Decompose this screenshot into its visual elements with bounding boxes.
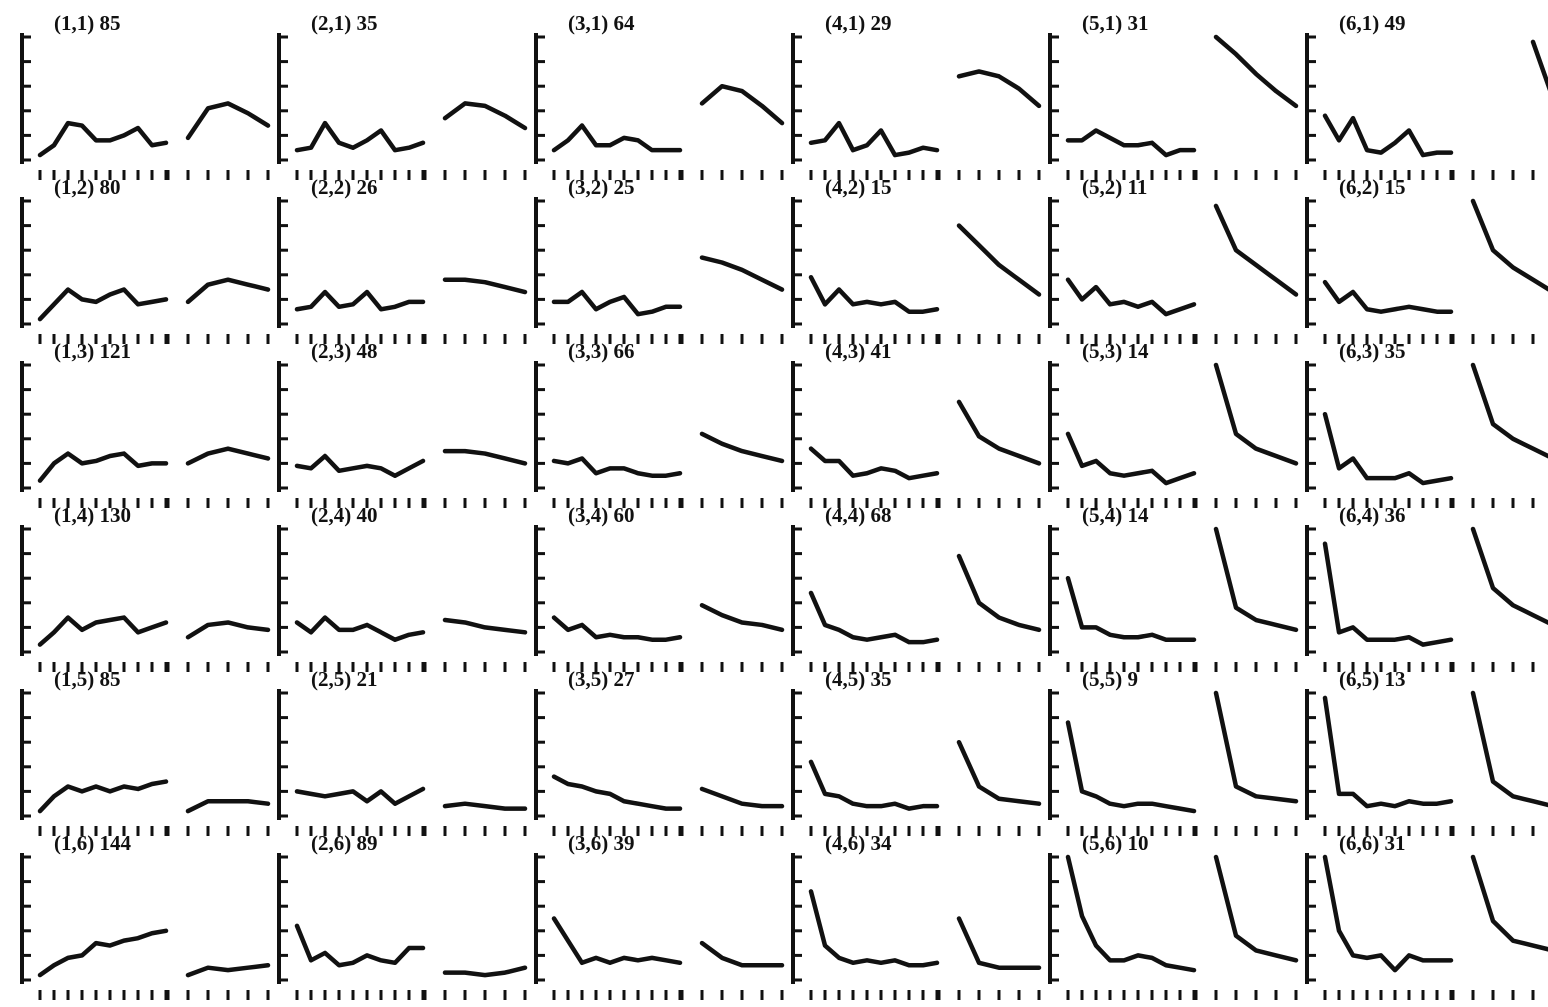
chart-title: (4,6) 34 [825,831,892,855]
data-line [1322,690,1548,809]
data-line [294,615,528,642]
data-line [294,101,528,153]
data-line [808,399,1042,481]
data-line [37,446,271,483]
chart-title: (4,2) 15 [825,175,892,199]
data-line [1065,34,1299,158]
chart-title: (1,6) 144 [54,831,131,855]
data-line [1065,362,1299,486]
data-line [37,928,271,978]
data-line [294,277,528,312]
chart-title: (3,6) 39 [568,831,635,855]
data-line [1322,854,1548,973]
data-line [551,603,785,642]
data-line [294,448,528,478]
chart-title: (3,5) 27 [568,667,635,691]
data-line [1322,39,1548,158]
data-line [1065,203,1299,317]
chart-title: (1,1) 85 [54,11,121,35]
chart-title: (6,6) 31 [1339,831,1406,855]
chart-title: (5,3) 14 [1082,339,1149,363]
chart-title: (6,3) 35 [1339,339,1406,363]
data-line [551,916,785,968]
data-line [808,69,1042,158]
chart-title: (6,2) 15 [1339,175,1406,199]
data-line [551,431,785,478]
chart-title: (1,5) 85 [54,667,121,691]
data-line [294,786,528,811]
data-line [37,615,271,647]
chart-title: (6,4) 36 [1339,503,1406,527]
data-line [1322,198,1548,314]
data-line [808,223,1042,314]
data-line [1065,690,1299,814]
chart-title: (5,6) 10 [1082,831,1149,855]
data-line [37,779,271,814]
chart-title: (1,3) 121 [54,339,131,363]
chart-title: (1,2) 80 [54,175,121,199]
chart-title: (5,5) 9 [1082,667,1138,691]
data-line [551,774,785,811]
data-line [294,923,528,978]
chart-title: (2,6) 89 [311,831,378,855]
chart-title: (2,2) 26 [311,175,378,199]
data-line [1065,526,1299,642]
data-line [808,739,1042,811]
chart-title: (2,5) 21 [311,667,378,691]
data-line [551,255,785,317]
data-line [1322,526,1548,647]
data-line [808,889,1042,970]
chart-title: (6,1) 49 [1339,11,1406,35]
data-line [1065,854,1299,973]
chart-title: (4,5) 35 [825,667,892,691]
chart-title: (2,4) 40 [311,503,378,527]
data-line [808,553,1042,645]
chart-title: (2,3) 48 [311,339,378,363]
data-line [1322,362,1548,486]
chart-title: (4,1) 29 [825,11,892,35]
data-line [551,83,785,153]
chart-title: (3,1) 64 [568,11,635,35]
chart-title: (5,1) 31 [1082,11,1149,35]
chart-title: (1,4) 130 [54,503,131,527]
chart-title: (3,2) 25 [568,175,635,199]
chart-title: (5,4) 14 [1082,503,1149,527]
chart-title: (2,1) 35 [311,11,378,35]
chart-title: (4,3) 41 [825,339,892,363]
chart-title: (4,4) 68 [825,503,892,527]
data-line [37,277,271,322]
chart-title: (3,4) 60 [568,503,635,527]
chart-title: (5,2) 11 [1082,175,1147,199]
chart-title: (3,3) 66 [568,339,635,363]
data-line [37,101,271,158]
chart-title: (6,5) 13 [1339,667,1406,691]
